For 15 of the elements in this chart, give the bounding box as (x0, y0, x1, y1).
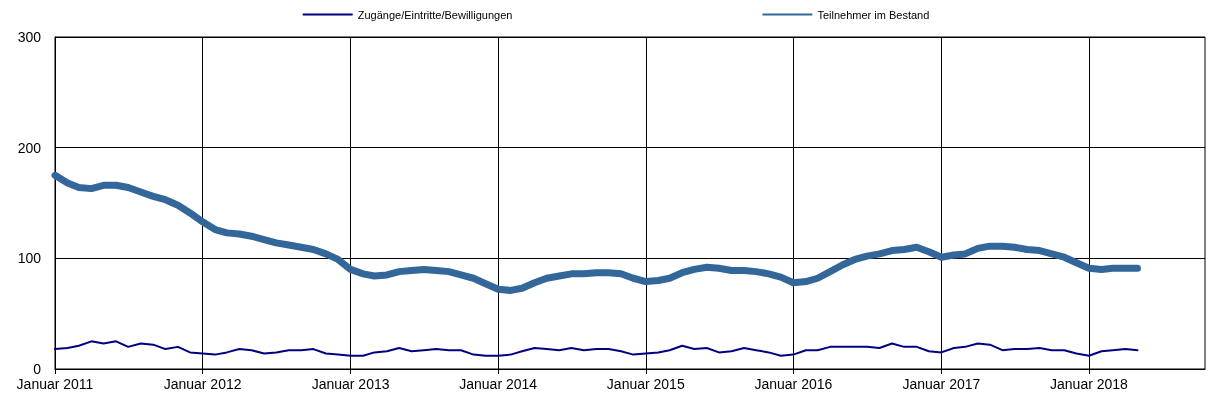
x-tick-label: Januar 2017 (902, 376, 981, 392)
x-tick-label: Januar 2015 (606, 376, 685, 392)
legend-label: Teilnehmer im Bestand (817, 8, 930, 21)
y-tick-label: 300 (17, 29, 42, 45)
y-tick-label: 0 (33, 361, 42, 377)
x-tick-label: Januar 2016 (754, 376, 833, 392)
x-tick-label: Januar 2012 (163, 376, 242, 392)
x-tick-label: Januar 2018 (1050, 376, 1129, 392)
legend-label: Zugänge/Eintritte/Bewilligungen (357, 8, 513, 21)
y-tick-label: 100 (17, 250, 42, 267)
x-tick-label: Januar 2013 (311, 376, 390, 392)
x-tick-label: Januar 2014 (459, 376, 538, 392)
x-tick-label: Januar 2011 (16, 376, 94, 392)
line-series (54, 340, 1139, 357)
y-tick-label: 200 (17, 139, 42, 156)
